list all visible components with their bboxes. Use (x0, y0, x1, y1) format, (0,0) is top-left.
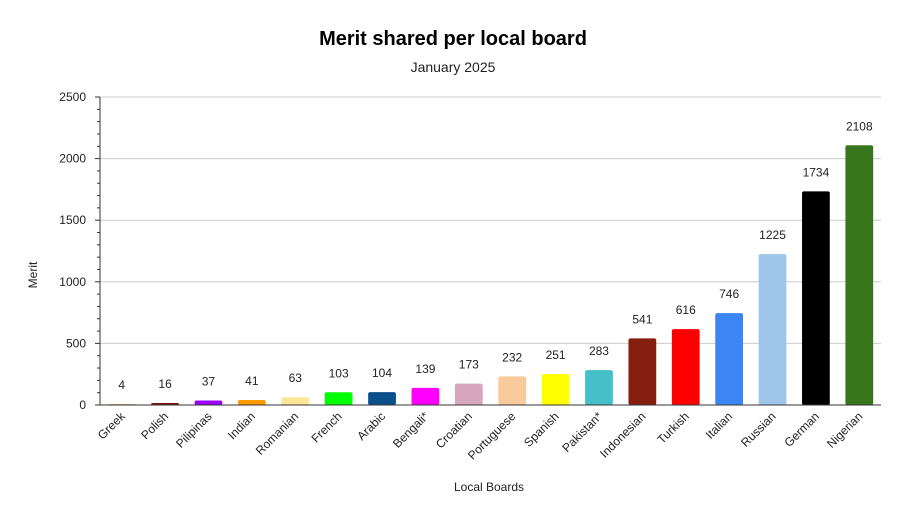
x-tick-label: Romanian (253, 409, 302, 458)
bar-value-label: 63 (289, 371, 303, 385)
bar-value-label: 16 (158, 377, 172, 391)
bar (715, 313, 744, 405)
x-tick-label: Turkish (654, 409, 691, 446)
bar (498, 376, 527, 405)
y-axis-ticks: 0 500 1000 1500 2000 2500 (59, 90, 100, 412)
x-tick-label: French (308, 409, 344, 445)
bar-value-label: 37 (202, 374, 216, 388)
chart-title: Merit shared per local board (319, 28, 587, 50)
gridlines (100, 96, 881, 344)
bar (454, 383, 483, 405)
x-tick-label: Polish (138, 409, 171, 442)
bar-value-label: 283 (589, 344, 609, 358)
bar-value-label: 1734 (803, 165, 830, 179)
bar (194, 400, 223, 405)
bar (281, 397, 310, 405)
chart-subtitle: January 2025 (411, 59, 496, 75)
bar (368, 392, 396, 405)
bar (585, 370, 613, 405)
bars (107, 145, 874, 405)
bar-value-label: 4 (118, 378, 125, 392)
data-labels: 4 16 37 41 63 103 104 139 173 232 251 283 541 616 746 1… (118, 119, 873, 392)
bar (541, 374, 570, 405)
x-tick-label: Indonesian (597, 409, 648, 460)
bar-value-label: 41 (245, 374, 259, 388)
y-tick-label: 0 (79, 398, 86, 412)
x-tick-label: Greek (95, 409, 129, 443)
y-axis-label: Merit (26, 261, 40, 288)
x-tick-label: Indian (225, 409, 258, 442)
bar-value-label: 173 (459, 358, 479, 372)
x-tick-label: Portuguese (465, 409, 519, 463)
y-tick-label: 500 (66, 336, 86, 350)
x-tick-label: Italian (703, 409, 736, 442)
bar (324, 392, 353, 405)
x-tick-label: Russian (738, 409, 779, 450)
bar (802, 191, 830, 405)
bar-value-label: 616 (676, 303, 696, 317)
bar-value-label: 103 (329, 366, 349, 380)
bar (628, 338, 657, 405)
bar-value-label: 2108 (846, 119, 873, 133)
x-tick-label: Pilipinas (173, 409, 215, 451)
y-tick-label: 1500 (59, 213, 86, 227)
bar-value-label: 232 (502, 350, 522, 364)
bar (411, 387, 440, 405)
x-tick-label: German (781, 409, 822, 450)
bar-value-label: 746 (719, 287, 739, 301)
x-tick-label: Nigerian (824, 409, 866, 451)
y-tick-label: 1000 (59, 275, 86, 289)
x-axis-label: Local Boards (454, 480, 524, 494)
x-tick-label: Arabic (354, 409, 388, 443)
bar-value-label: 139 (415, 362, 435, 376)
bar-value-label: 541 (632, 312, 652, 326)
y-tick-label: 2500 (59, 90, 86, 104)
bar (845, 145, 874, 405)
bar (237, 399, 266, 405)
y-tick-label: 2000 (59, 152, 86, 166)
bar-value-label: 251 (546, 348, 566, 362)
bar (671, 329, 700, 405)
x-tick-label: Bengali* (390, 409, 432, 451)
bar-value-label: 104 (372, 366, 392, 380)
x-tick-label: Croatian (433, 409, 475, 451)
x-tick-label: Spanish (521, 409, 562, 450)
bar-value-label: 1225 (759, 228, 786, 242)
bar (758, 254, 787, 405)
